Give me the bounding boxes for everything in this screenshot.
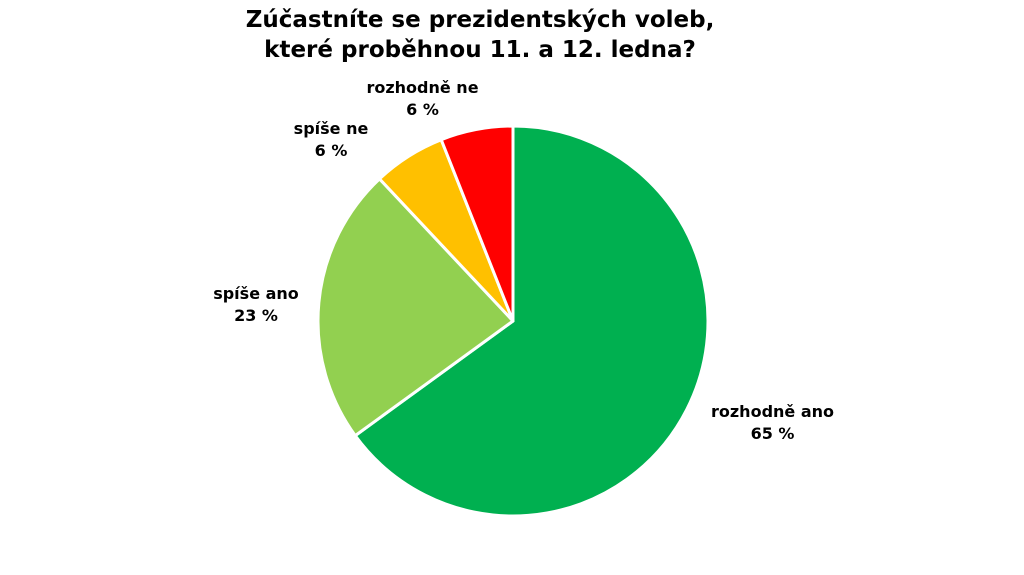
pie-slice-rozhodně-ne bbox=[439, 124, 515, 323]
pie-slice-rozhodně-ano bbox=[353, 124, 710, 518]
chart-title: Zúčastníte se prezidentských voleb, kter… bbox=[0, 5, 960, 65]
chart-title-line-2: které proběhnou 11. a 12. ledna? bbox=[264, 37, 696, 63]
pie-slice-spíše-ano bbox=[316, 177, 515, 438]
label-rozhodne-ne: rozhodně ne 6 % bbox=[366, 78, 479, 119]
label-rozhodne-ano: rozhodně ano 65 % bbox=[710, 402, 835, 443]
label-spise-ne: spíše ne 6 % bbox=[293, 119, 369, 160]
label-spise-ano: spíše ano 23 % bbox=[213, 284, 299, 325]
chart-title-line-1: Zúčastníte se prezidentských voleb, bbox=[245, 7, 715, 33]
pie-slices bbox=[316, 124, 710, 518]
